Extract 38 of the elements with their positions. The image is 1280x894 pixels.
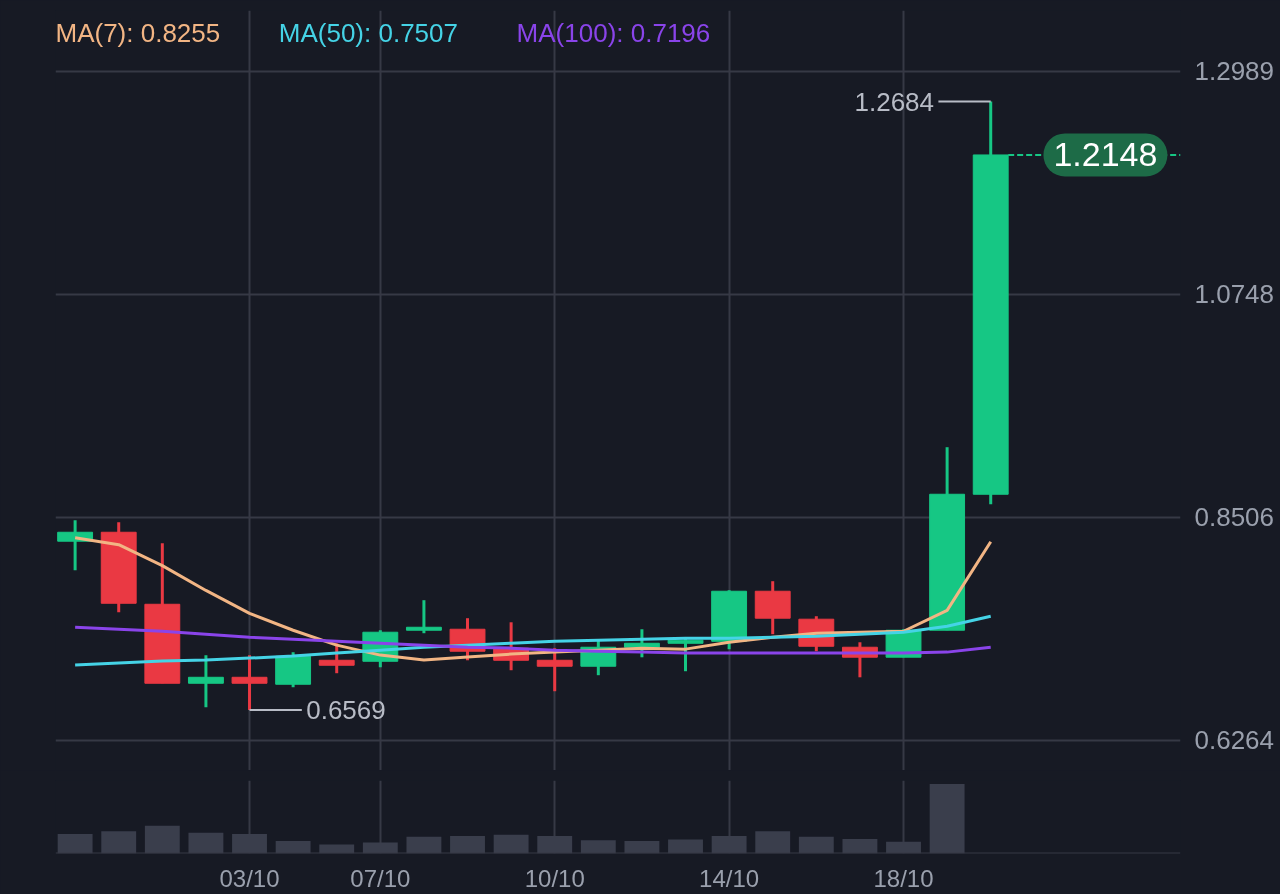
x-tick-label: 14/10 <box>699 864 760 892</box>
bar <box>798 836 834 854</box>
y-tick-label: 1.0748 <box>1194 279 1275 310</box>
candlestick <box>231 655 268 710</box>
y-tick-label: 0.8506 <box>1194 502 1275 533</box>
candlestick <box>318 643 355 675</box>
bar <box>275 840 311 854</box>
bar <box>406 836 442 854</box>
line-series <box>73 614 993 667</box>
bar <box>580 840 616 854</box>
bar <box>624 840 660 854</box>
bar <box>755 831 791 854</box>
bar <box>319 844 355 854</box>
bar <box>450 836 485 854</box>
annotation: 1.2684 <box>854 86 935 117</box>
text: MA(7): 0.8255 <box>55 18 221 49</box>
bar <box>188 832 224 854</box>
y-tick-label: 0.6264 <box>1194 725 1275 756</box>
x-tick-label: 18/10 <box>873 864 934 892</box>
text: MA(100): 0.7196 <box>516 18 711 49</box>
text: MA(50): 0.7507 <box>278 18 458 49</box>
bar <box>929 783 965 854</box>
bar <box>144 825 180 854</box>
ref-line-label: 1.2148 <box>1053 135 1158 174</box>
bar <box>493 834 529 854</box>
bar <box>842 838 878 854</box>
bar <box>57 834 93 854</box>
candlestick <box>536 648 573 693</box>
y-tick-label: 1.2989 <box>1194 56 1275 87</box>
bar <box>668 839 703 854</box>
line-series <box>73 625 993 655</box>
bar <box>101 831 137 854</box>
x-tick-label: 07/10 <box>350 864 411 892</box>
annotation: 0.6569 <box>306 694 386 725</box>
x-tick-label: 10/10 <box>524 864 585 892</box>
candlestick <box>187 655 224 709</box>
x-tick-label: 03/10 <box>219 864 280 892</box>
candlestick <box>405 600 442 635</box>
